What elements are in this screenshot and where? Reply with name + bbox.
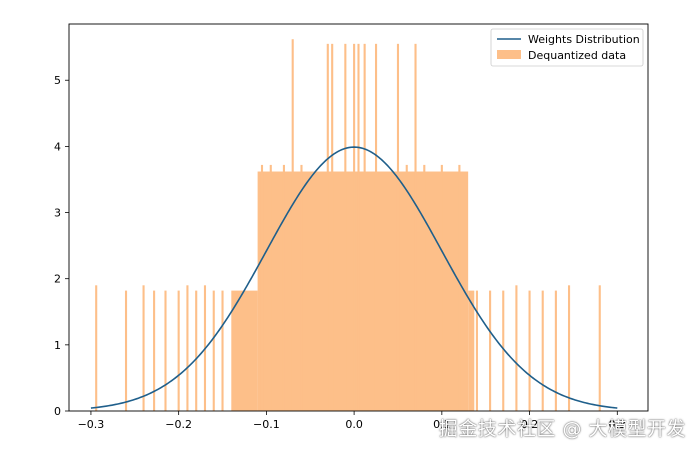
watermark: 掘金技术社区 @ 大模型开发: [438, 418, 686, 440]
hist-bar-6: [186, 285, 189, 411]
hist-bar-20: [357, 43, 360, 411]
hist-bar-19: [353, 43, 356, 411]
hist-bar-33: [528, 290, 531, 411]
hist-bar-16: [326, 43, 329, 411]
x-tick-label: 0.2: [521, 418, 539, 431]
x-tick-label: 0.0: [345, 418, 363, 431]
hist-bar-9: [212, 290, 215, 411]
hist-bar-31: [502, 290, 505, 411]
hist-bar-12: [269, 164, 272, 411]
legend-label-weights-distribution: Weights Distribution: [528, 33, 640, 46]
hist-bar-34: [541, 290, 544, 411]
hist-bar-1: [124, 290, 128, 411]
y-tick-label: 1: [54, 339, 61, 352]
legend-swatch-dequantized-data: [497, 50, 521, 59]
x-tick-label: −0.3: [78, 418, 105, 431]
legend-box: [490, 28, 644, 67]
hist-bar-2: [142, 285, 145, 411]
hist-bar-11: [260, 164, 264, 411]
hist-bar-18: [344, 43, 347, 411]
hist-bar-3: [153, 290, 156, 411]
hist-bar-13: [282, 164, 285, 411]
hist-block-2: [257, 171, 469, 411]
hist-bar-14: [291, 39, 294, 411]
x-tick-label: 0.1: [433, 418, 451, 431]
hist-bar-21: [363, 43, 366, 411]
y-axis: 0 1 2 3 4 5: [54, 74, 69, 418]
hist-bar-15: [300, 164, 303, 411]
x-tick-label: −0.1: [253, 418, 280, 431]
hist-bar-35: [554, 290, 557, 411]
hist-bar-0: [95, 285, 98, 411]
hist-bar-36: [567, 285, 571, 411]
histogram-bars: [95, 39, 601, 411]
hist-bar-32: [515, 285, 518, 411]
hist-bar-30: [489, 290, 492, 411]
hist-bar-5: [177, 290, 180, 411]
hist-bar-27: [440, 164, 443, 411]
x-axis: −0.3 −0.2 −0.1 0.0 0.1 0.2 0.3: [78, 411, 626, 431]
y-tick-label: 0: [54, 405, 61, 418]
x-tick-label: 0.3: [609, 418, 627, 431]
hist-bar-7: [195, 290, 198, 411]
hist-bar-28: [458, 164, 461, 411]
hist-bar-10: [221, 290, 224, 411]
hist-bar-25: [414, 43, 417, 411]
hist-bar-29: [475, 290, 478, 411]
x-tick-label: −0.2: [165, 418, 192, 431]
y-tick-label: 4: [54, 140, 61, 153]
hist-block-3: [468, 290, 475, 411]
hist-bar-37: [598, 285, 601, 411]
y-tick-label: 2: [54, 273, 61, 286]
hist-block-1: [231, 290, 258, 411]
legend-label-dequantized-data: Dequantized data: [528, 49, 626, 62]
y-tick-label: 3: [54, 207, 61, 220]
plot-frame: [68, 23, 649, 412]
hist-bar-23: [396, 43, 400, 411]
hist-bar-4: [164, 290, 167, 411]
hist-bar-17: [331, 43, 334, 411]
series-line-weights-distribution: [90, 146, 618, 409]
legend: Weights Distribution Dequantized data: [490, 28, 644, 67]
hist-bar-22: [374, 43, 378, 411]
y-tick-label: 5: [54, 74, 61, 87]
hist-bar-26: [423, 164, 426, 411]
hist-bar-24: [405, 164, 408, 411]
